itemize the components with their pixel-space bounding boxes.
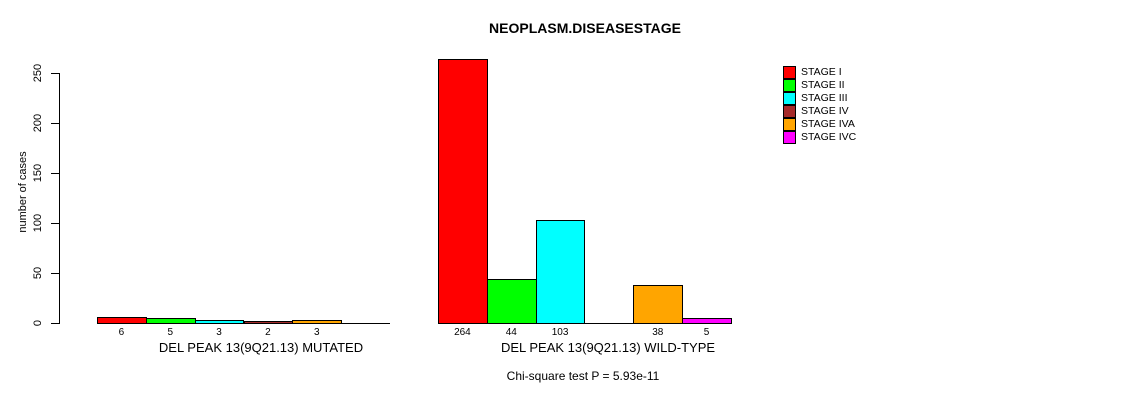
- bar-value-label: 38: [652, 327, 664, 338]
- bar-stage-iii: [535, 220, 586, 324]
- y-tick: [51, 323, 59, 324]
- bar-value-label: 2: [265, 327, 271, 338]
- bar-value-label: 5: [167, 327, 174, 338]
- bar-stage-iva: [292, 320, 343, 324]
- y-tick-label: 200: [32, 113, 44, 133]
- legend-swatch-icon: [783, 66, 796, 79]
- legend-item-stage-i: STAGE I: [783, 66, 856, 79]
- bar-stage-i: [438, 59, 488, 324]
- bar-stage-iv: [243, 321, 294, 324]
- bar-stage-i: [97, 317, 147, 324]
- y-tick-label: 0: [32, 319, 44, 327]
- legend-label: STAGE IVC: [801, 131, 857, 143]
- legend-swatch-icon: [783, 118, 796, 131]
- bar-value-label: 103: [551, 327, 569, 338]
- bar-value-label: 3: [216, 327, 222, 338]
- bar-group-del-peak-13-9q21-13-mutated: [97, 0, 390, 324]
- bar-value-label: 44: [505, 327, 517, 338]
- y-axis-label: number of cases: [17, 151, 29, 233]
- y-tick: [51, 223, 59, 224]
- bar-value-label: 6: [118, 327, 125, 338]
- group-label-mutated: DEL PEAK 13(9Q21.13) MUTATED: [158, 340, 364, 355]
- legend-label: STAGE IV: [801, 105, 849, 117]
- legend-swatch-icon: [783, 79, 796, 92]
- group-label-wild-type: DEL PEAK 13(9Q21.13) WILD-TYPE: [500, 340, 716, 355]
- legend-item-stage-iii: STAGE III: [783, 92, 856, 105]
- bar-stage-iii: [194, 320, 245, 324]
- legend-item-stage-iv: STAGE IV: [783, 105, 856, 118]
- bar-value-label: 3: [313, 327, 320, 338]
- legend-item-stage-iva: STAGE IVA: [783, 118, 856, 131]
- bar-value-label: 264: [454, 327, 471, 338]
- y-tick: [51, 273, 59, 274]
- legend-label: STAGE II: [801, 79, 845, 91]
- bar-stage-iva: [633, 285, 684, 324]
- y-tick-label: 100: [32, 213, 44, 233]
- bar-value-label: 5: [703, 327, 710, 338]
- legend-item-stage-ii: STAGE II: [783, 79, 856, 92]
- bar-group-del-peak-13-9q21-13-wild-type: [438, 0, 732, 324]
- y-axis: [59, 73, 60, 324]
- y-tick: [51, 73, 59, 74]
- legend-swatch-icon: [783, 105, 796, 118]
- bar-stage-ii: [145, 318, 196, 324]
- legend-label: STAGE III: [801, 92, 848, 104]
- legend: STAGE I STAGE II STAGE III STAGE IV STAGE IV…: [783, 66, 856, 144]
- y-tick-label: 250: [32, 63, 44, 83]
- chart-title: NEOPLASM.DISEASESTAGE: [489, 20, 681, 36]
- chi-square-annotation: Chi-square test P = 5.93e-11: [506, 369, 660, 383]
- legend-item-stage-ivc: STAGE IVC: [783, 131, 856, 144]
- y-tick: [51, 123, 59, 124]
- bar-stage-ii: [486, 279, 537, 324]
- legend-swatch-icon: [783, 131, 796, 144]
- y-tick-label: 50: [32, 266, 44, 280]
- y-tick-label: 150: [32, 163, 44, 183]
- legend-label: STAGE IVA: [801, 118, 855, 130]
- legend-label: STAGE I: [801, 66, 842, 78]
- bar-stage-ivc: [682, 318, 732, 324]
- y-tick: [51, 173, 59, 174]
- legend-swatch-icon: [783, 92, 796, 105]
